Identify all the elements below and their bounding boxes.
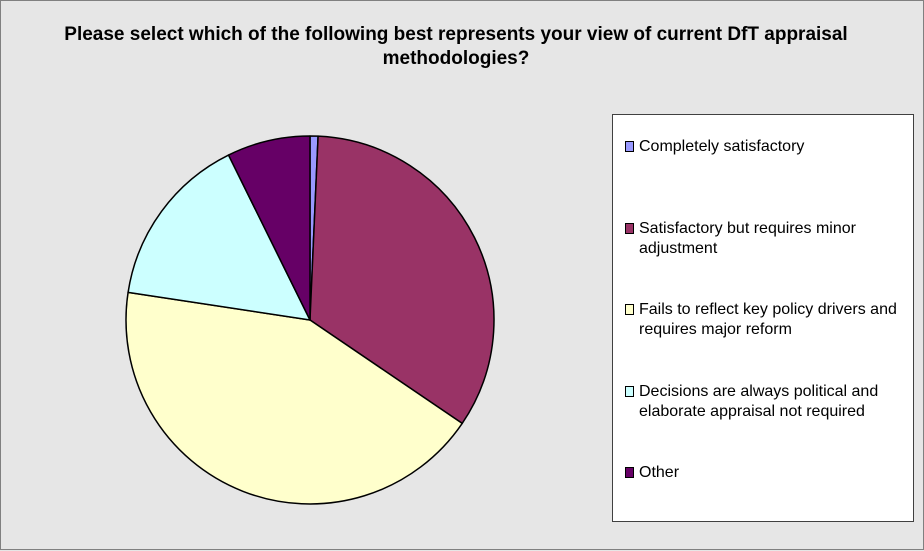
slice-always-political — [127, 154, 311, 321]
legend-swatch-major-reform — [625, 304, 634, 315]
legend-swatch-satisfactory-minor-adjustment — [625, 223, 634, 234]
legend-swatch-completely-satisfactory — [625, 141, 634, 152]
slice-major-reform — [125, 291, 463, 505]
legend-label-other: Other — [639, 464, 680, 481]
legend-label-always-political: Decisions are always political and elabo… — [639, 383, 879, 420]
slice-satisfactory-minor-adjustment — [309, 135, 495, 425]
legend-swatch-other — [625, 467, 634, 478]
chart-title: Please select which of the following bes… — [64, 24, 848, 69]
legend: Completely satisfactory Satisfactory but… — [612, 114, 914, 522]
legend-label-completely-satisfactory: Completely satisfactory — [639, 138, 805, 155]
legend-label-major-reform: Fails to reflect key policy drivers and … — [639, 301, 897, 338]
legend-swatch-always-political — [625, 386, 634, 397]
legend-label-satisfactory-minor-adjustment: Satisfactory but requires minor adjustme… — [639, 220, 856, 257]
slice-other — [227, 135, 311, 321]
